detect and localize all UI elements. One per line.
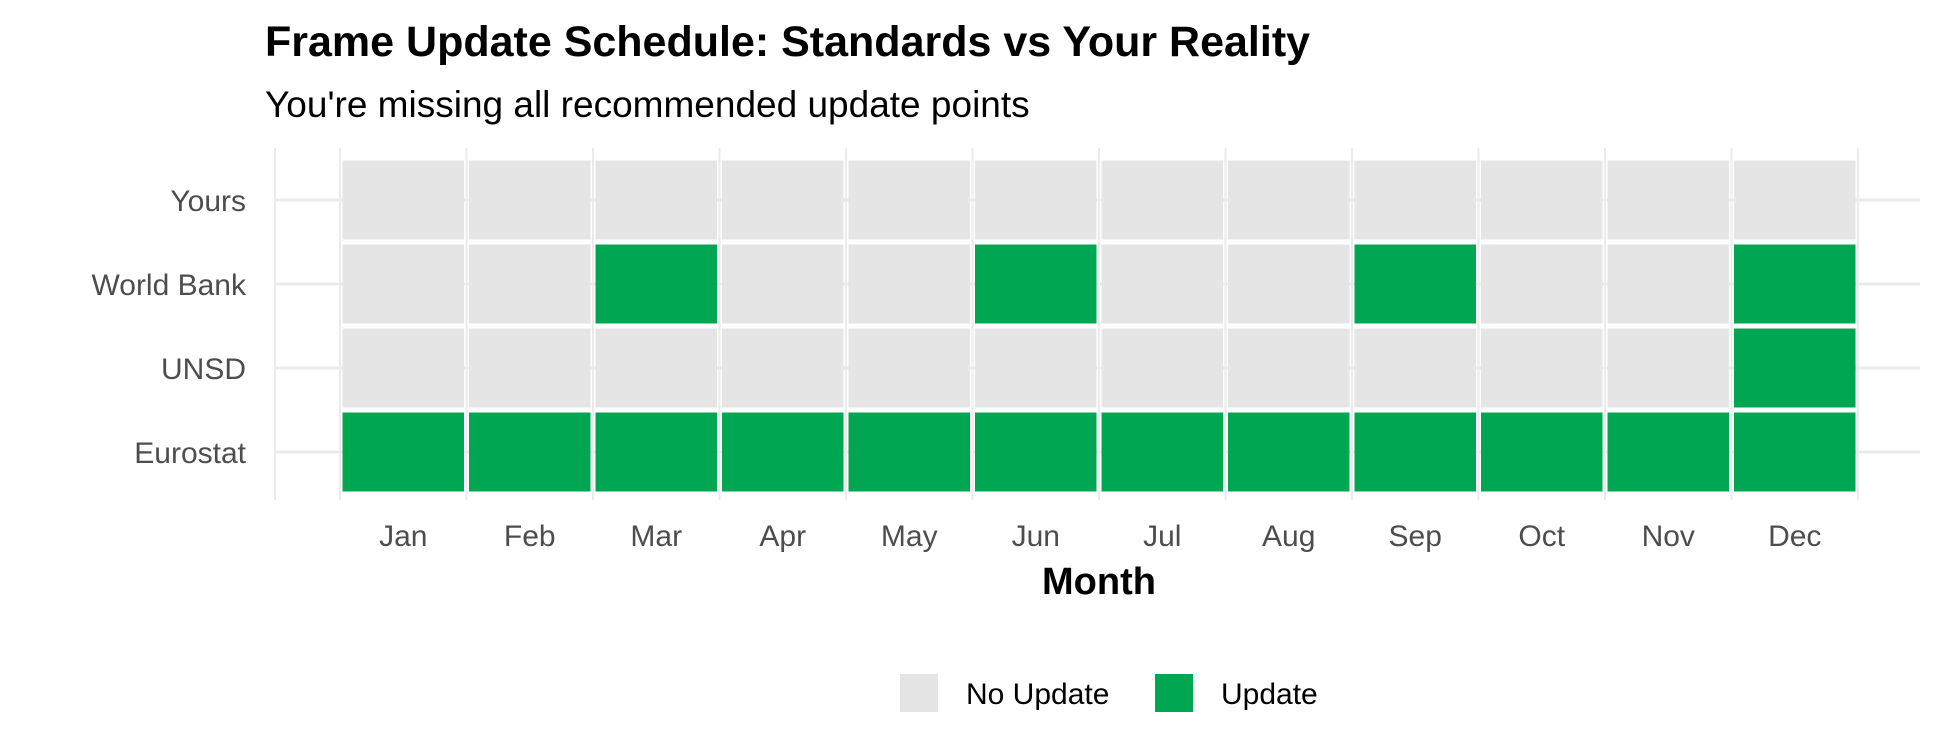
heatmap-cell	[1354, 328, 1476, 408]
legend-label: No Update	[966, 678, 1109, 711]
x-tick-label: Jul	[1143, 520, 1181, 553]
heatmap-cell	[1481, 160, 1603, 240]
heatmap-cell	[722, 412, 844, 492]
heatmap-cells	[342, 160, 1856, 492]
x-tick-label: Apr	[759, 520, 806, 553]
y-tick-label: Yours	[170, 185, 246, 218]
heatmap-cell	[595, 160, 717, 240]
heatmap-cell	[469, 244, 591, 324]
heatmap-cell	[1607, 244, 1729, 324]
heatmap-cell	[1228, 160, 1350, 240]
x-tick-label: May	[881, 520, 938, 553]
heatmap-cell	[1481, 412, 1603, 492]
heatmap-cell	[722, 244, 844, 324]
heatmap-cell	[722, 160, 844, 240]
heatmap-cell	[342, 328, 464, 408]
heatmap-cell	[595, 412, 717, 492]
x-axis-ticks: Jan Feb Mar Apr May Jun Jul Aug Sep Oct Nov Dec	[379, 520, 1821, 553]
x-tick-label: Oct	[1518, 520, 1565, 553]
x-tick-label: Nov	[1642, 520, 1695, 553]
heatmap-cell	[1228, 412, 1350, 492]
heatmap-cell	[975, 328, 1097, 408]
heatmap-cell	[1354, 244, 1476, 324]
heatmap-cell	[975, 160, 1097, 240]
y-tick-label: World Bank	[91, 269, 247, 302]
x-tick-label: Sep	[1389, 520, 1442, 553]
heatmap-cell	[595, 244, 717, 324]
legend-label: Update	[1221, 678, 1318, 711]
heatmap-cell	[342, 412, 464, 492]
heatmap-cell	[469, 412, 591, 492]
heatmap-cell	[1481, 244, 1603, 324]
heatmap-cell	[848, 244, 970, 324]
heatmap-cell	[1228, 328, 1350, 408]
legend-swatch	[1155, 674, 1193, 712]
heatmap-cell	[1481, 328, 1603, 408]
heatmap-cell	[595, 328, 717, 408]
heatmap-cell	[975, 412, 1097, 492]
heatmap-cell	[1101, 160, 1223, 240]
x-tick-label: Dec	[1768, 520, 1821, 553]
chart-title: Frame Update Schedule: Standards vs Your…	[265, 18, 1310, 66]
x-tick-label: Mar	[630, 520, 682, 553]
heatmap-cell	[848, 160, 970, 240]
x-tick-label: Feb	[504, 520, 556, 553]
heatmap-cell	[848, 328, 970, 408]
heatmap-cell	[1607, 160, 1729, 240]
y-axis-ticks: Yours World Bank UNSD Eurostat	[91, 185, 247, 470]
x-axis-title: Month	[1042, 561, 1156, 603]
legend: No Update Update	[900, 674, 1318, 712]
x-tick-label: Jun	[1012, 520, 1060, 553]
x-tick-label: Aug	[1262, 520, 1315, 553]
heatmap-cell	[1734, 328, 1856, 408]
heatmap-cell	[1101, 328, 1223, 408]
heatmap-cell	[342, 244, 464, 324]
heatmap-cell	[1734, 160, 1856, 240]
y-tick-label: Eurostat	[134, 437, 246, 470]
heatmap-cell	[722, 328, 844, 408]
heatmap-cell	[848, 412, 970, 492]
x-tick-label: Jan	[379, 520, 427, 553]
legend-swatch	[900, 674, 938, 712]
heatmap-cell	[1607, 412, 1729, 492]
heatmap-cell	[469, 160, 591, 240]
heatmap-cell	[975, 244, 1097, 324]
heatmap-cell	[1734, 244, 1856, 324]
heatmap-cell	[1354, 160, 1476, 240]
heatmap-cell	[1607, 328, 1729, 408]
y-tick-label: UNSD	[161, 353, 246, 386]
heatmap-cell	[1101, 412, 1223, 492]
chart-subtitle: You're missing all recommended update po…	[265, 84, 1030, 125]
heatmap-cell	[342, 160, 464, 240]
heatmap-cell	[1101, 244, 1223, 324]
heatmap-cell	[1734, 412, 1856, 492]
heatmap-cell	[1228, 244, 1350, 324]
heatmap-cell	[469, 328, 591, 408]
heatmap-cell	[1354, 412, 1476, 492]
